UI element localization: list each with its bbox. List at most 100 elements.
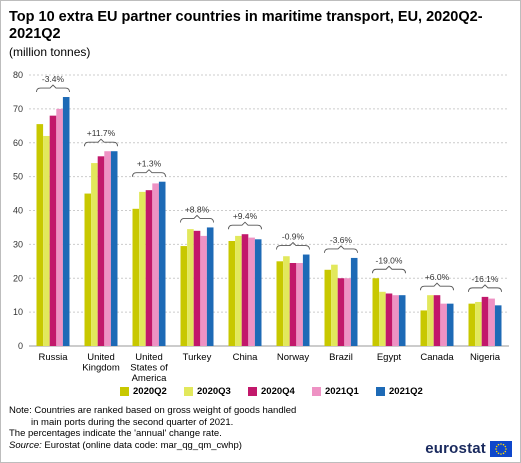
bar-2020Q3 [235,235,242,346]
annual-change-label: +11.7% [87,128,116,138]
flag-star [502,452,505,454]
y-tick-label: 70 [13,104,23,114]
bar-2021Q2 [446,303,454,346]
source-label: Source: [9,439,42,451]
legend-label: 2020Q4 [261,386,295,397]
bar-2020Q4 [97,156,105,346]
flag-star [502,443,505,445]
bar-2020Q3 [91,163,98,346]
bar-2021Q1 [296,263,303,346]
bars [36,97,502,347]
category-label: Egypt [377,352,402,363]
category-label: Brazil [329,352,353,363]
bar-2021Q2 [398,295,406,346]
legend-swatch [184,387,193,396]
bar-2021Q2 [350,257,358,346]
bar-2020Q4 [385,293,393,346]
bar-2021Q1 [56,108,63,346]
bar-2021Q1 [248,237,255,346]
flag-star [495,450,498,452]
bar-2021Q2 [302,254,310,346]
annual-change-label: +8.8% [185,204,210,214]
annual-change-label: -3.6% [330,235,353,245]
legend-item: 2021Q1 [312,386,376,397]
bar-2020Q3 [139,191,146,346]
category-label: Kingdom [82,363,120,374]
bar-2020Q4 [289,263,297,346]
chart-title: Top 10 extra EU partner countries in mar… [9,9,483,42]
legend-label: 2021Q1 [325,386,359,397]
bar-2020Q3 [187,229,194,346]
change-brace [36,84,70,93]
flag-star [504,450,507,452]
annual-change-label: +6.0% [425,272,450,282]
y-tick-label: 20 [13,273,23,283]
annual-change-label: -19.0% [376,255,403,265]
flag-star [500,452,502,455]
change-brace [180,214,214,223]
bar-2021Q1 [104,151,111,346]
logo-text: eurostat [425,440,486,457]
bar-2020Q2 [84,193,92,346]
bar-2020Q2 [468,303,476,346]
flag-star [497,443,500,445]
flag-star [495,447,497,450]
category-label: States of [130,363,168,374]
legend-label: 2021Q2 [389,386,423,397]
legend-item: 2020Q2 [120,386,184,397]
bar-2021Q1 [488,298,495,346]
legend-swatch [248,387,257,396]
bar-2020Q2 [420,310,428,346]
annual-change-label: +9.4% [233,211,258,221]
note-line-2: in main ports during the second quarter … [31,416,234,428]
note-line-1: Note: Countries are ranked based on gros… [9,405,297,416]
labels: 01020304050607080Russia-3.4%UnitedKingdo… [13,70,502,384]
bar-2021Q1 [152,183,159,346]
category-label: United [135,352,162,363]
bar-2021Q2 [110,151,118,346]
bar-chart: 01020304050607080Russia-3.4%UnitedKingdo… [13,70,509,384]
category-label: America [132,373,168,384]
annual-change-label: +1.3% [137,159,162,169]
legend-item: 2020Q3 [184,386,248,397]
y-tick-label: 10 [13,307,23,317]
bar-2020Q2 [36,124,44,347]
bar-2020Q4 [241,234,249,346]
category-label: Canada [420,352,454,363]
bar-2021Q2 [494,305,502,346]
flag-star [497,452,500,454]
category-label: Russia [38,352,68,363]
annual-change-label: -3.4% [42,74,65,84]
eurostat-logo: eurostat [425,440,512,457]
chart-subtitle: (million tonnes) [9,45,91,59]
flag-star [495,445,498,447]
category-label: Nigeria [470,352,501,363]
source-text: Eurostat (online data code: mar_qg_qm_cw… [41,439,242,451]
bar-2020Q4 [337,278,345,346]
y-tick-label: 30 [13,239,23,249]
legend-swatch [312,387,321,396]
change-brace [84,138,118,147]
flag-star [504,445,507,447]
flag-star [505,447,507,450]
category-label: United [87,352,114,363]
bar-2020Q4 [145,190,153,346]
change-brace [372,265,406,274]
bar-2021Q2 [158,181,166,346]
bar-2021Q1 [344,278,351,346]
annual-change-label: -0.9% [282,232,305,242]
bar-2020Q4 [193,230,201,346]
change-brace [324,245,358,253]
bar-2021Q2 [62,97,70,346]
y-tick-label: 50 [13,172,23,182]
y-tick-label: 40 [13,206,23,216]
bar-2020Q2 [372,278,380,346]
legend-label: 2020Q3 [197,386,231,397]
change-brace [132,169,166,177]
annual-change-label: -16.1% [472,274,499,284]
legend-swatch [376,387,385,396]
bar-2020Q4 [433,295,441,346]
bar-2020Q2 [324,269,332,346]
y-tick-label: 0 [18,341,23,351]
category-label: China [233,352,259,363]
